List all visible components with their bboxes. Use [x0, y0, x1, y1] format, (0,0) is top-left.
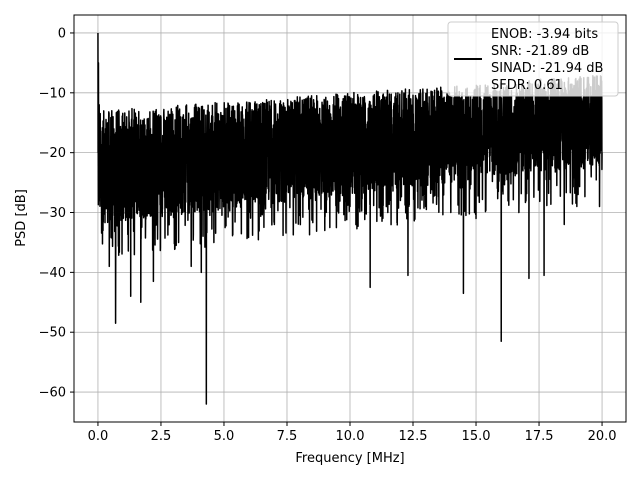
legend: ENOB: -3.94 bits SNR: -21.89 dB SINAD: -21… — [447, 21, 619, 97]
y-tick-label: −20 — [39, 146, 66, 161]
x-tick-label: 10.0 — [336, 429, 365, 444]
x-axis-label: Frequency [MHz] — [295, 451, 404, 466]
y-tick-label: −60 — [39, 386, 66, 401]
y-tick-label: −40 — [39, 266, 66, 281]
x-tick-label: 0.0 — [88, 429, 109, 444]
legend-entry: SNR: -21.89 dB — [491, 44, 589, 59]
x-tick-label: 12.5 — [399, 429, 428, 444]
x-axis-ticks: 0.0 2.5 5.0 7.5 10.0 12.5 15.0 17.5 20.0 — [88, 422, 617, 444]
x-tick-label: 20.0 — [588, 429, 617, 444]
legend-box — [447, 21, 619, 97]
series-layer — [97, 32, 603, 405]
x-tick-label: 17.5 — [525, 429, 554, 444]
psd-series-line — [97, 32, 603, 405]
y-axis-label: PSD [dB] — [14, 189, 29, 247]
legend-entry: SFDR: 0.61 — [491, 78, 563, 93]
legend-entry: ENOB: -3.94 bits — [491, 27, 598, 42]
x-tick-label: 7.5 — [277, 429, 298, 444]
legend-entry: SINAD: -21.94 dB — [491, 61, 603, 76]
y-tick-label: −10 — [39, 86, 66, 101]
y-tick-label: 0 — [58, 26, 66, 41]
x-tick-label: 2.5 — [151, 429, 172, 444]
y-axis-ticks: 0 −10 −20 −30 −40 −50 −60 — [39, 26, 74, 401]
x-tick-label: 15.0 — [462, 429, 491, 444]
x-tick-label: 5.0 — [214, 429, 235, 444]
y-tick-label: −50 — [39, 326, 66, 341]
y-tick-label: −30 — [39, 206, 66, 221]
